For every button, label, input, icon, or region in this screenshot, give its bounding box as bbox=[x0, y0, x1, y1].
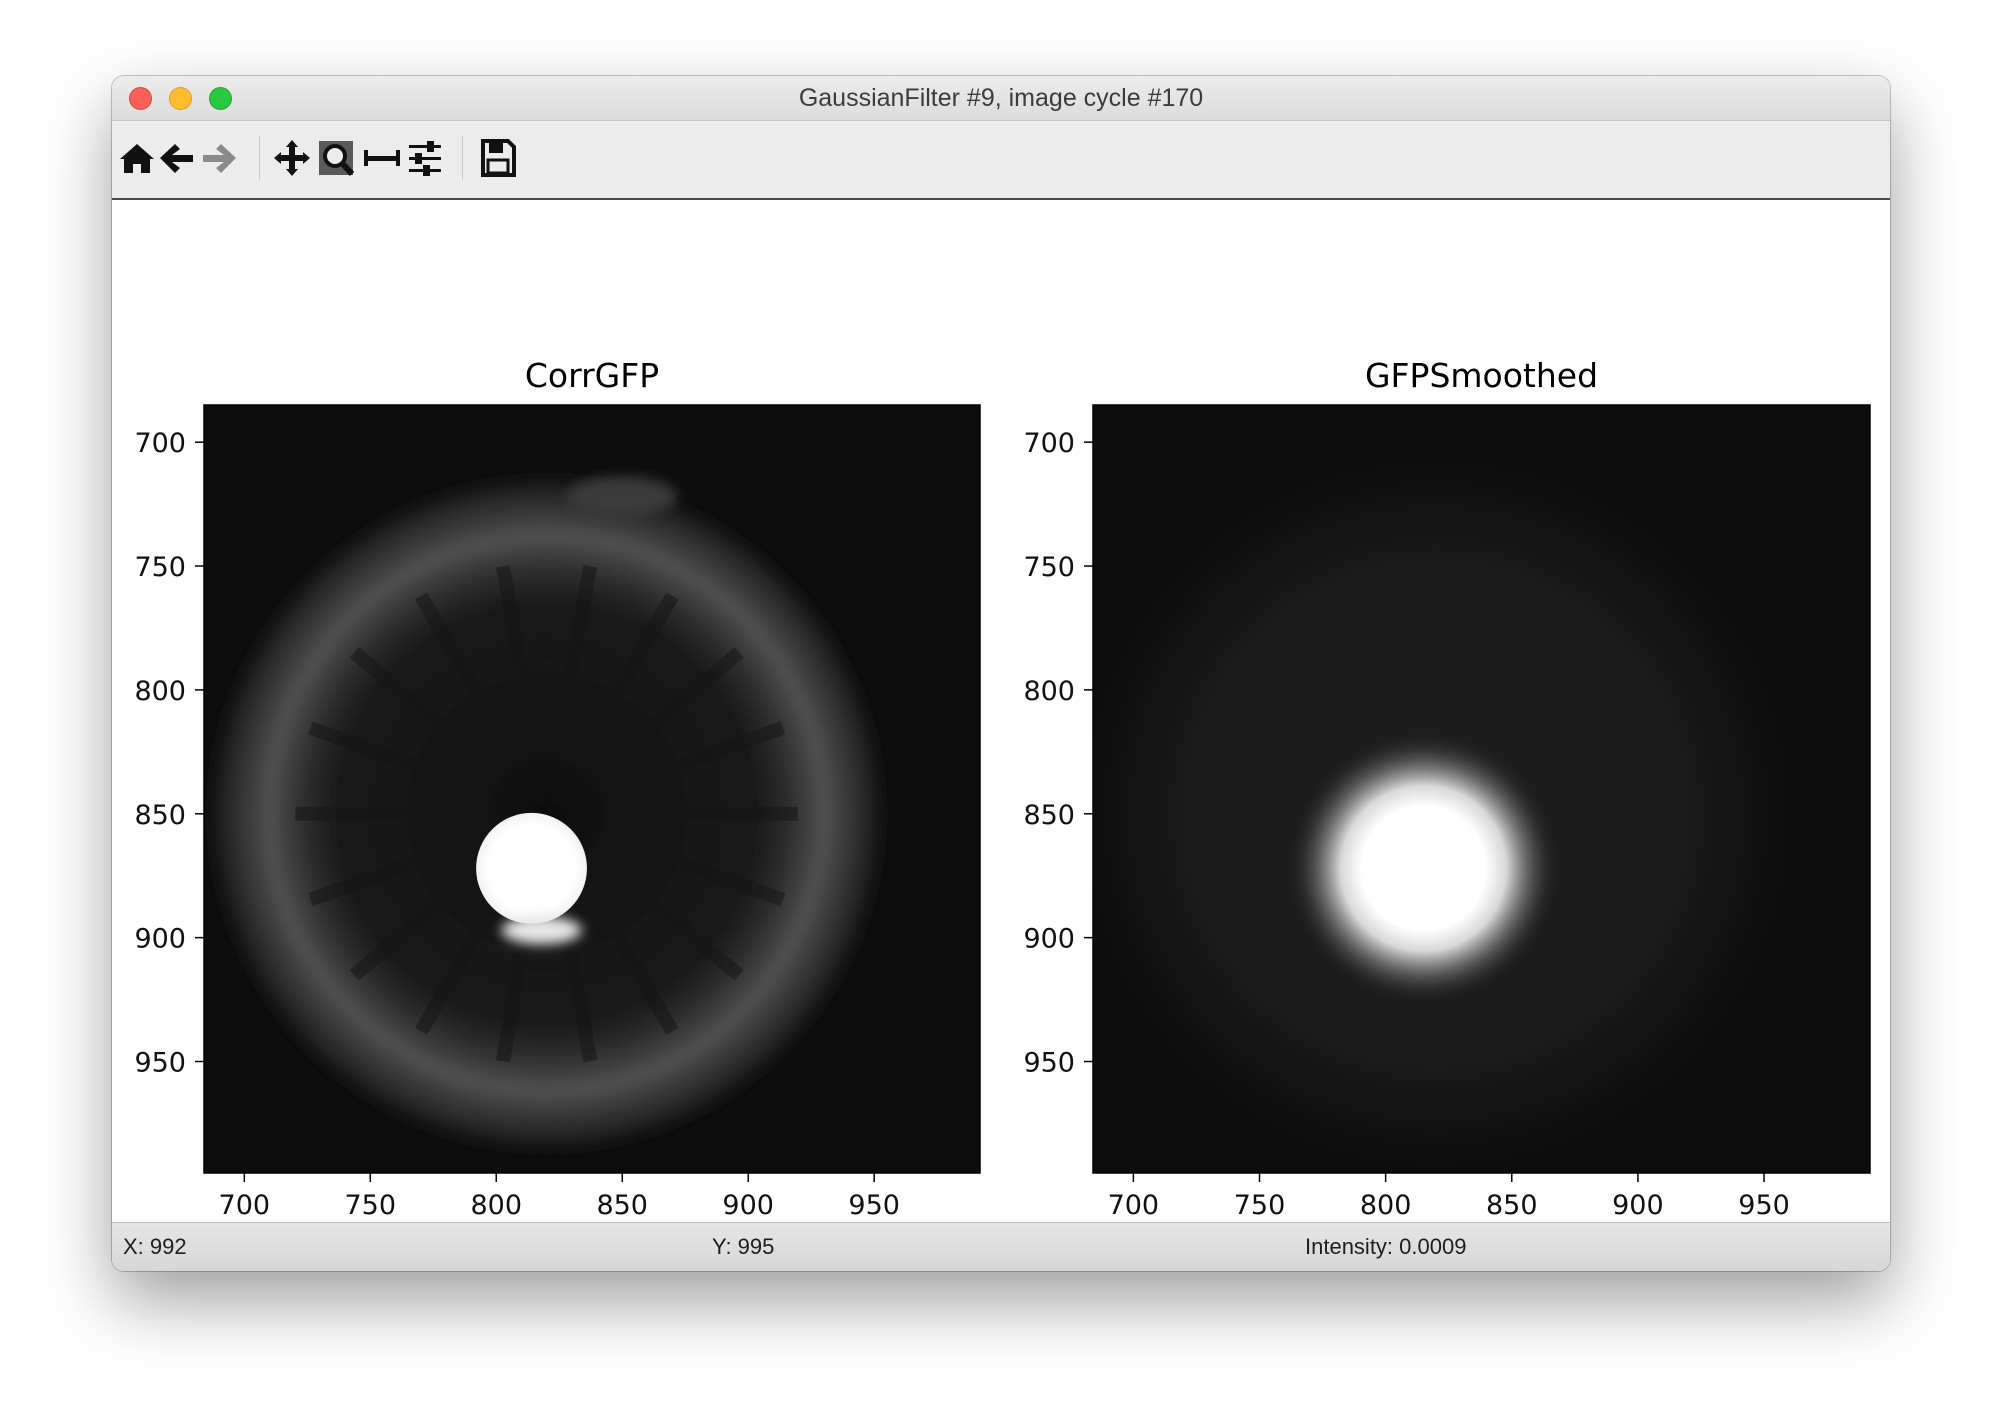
image-axes[interactable]: GFPSmoothed 700 750 800 850 900 950 700 750 800 85… bbox=[1023, 356, 1871, 1221]
y-tick-label: 900 bbox=[1023, 924, 1075, 955]
figure-svg[interactable]: CorrGFP 700 750 800 850 900 950 700 750 800 850 900… bbox=[112, 200, 1890, 1271]
toolbar-separator bbox=[259, 136, 260, 180]
move-icon bbox=[274, 140, 310, 176]
spoke-shadow bbox=[606, 924, 679, 1035]
spoke-shadow bbox=[496, 942, 531, 1063]
title-bar: GaussianFilter #9, image cycle #170 bbox=[112, 76, 1890, 121]
image-content bbox=[204, 405, 980, 1173]
spoke-shadow bbox=[667, 852, 786, 907]
subplots-button[interactable] bbox=[359, 135, 405, 181]
status-intensity: Intensity: 0.0009 bbox=[1305, 1234, 1467, 1259]
spoke-shadow bbox=[562, 565, 598, 686]
y-tick-label: 750 bbox=[1023, 552, 1075, 583]
status-x-coordinate: X: 992 bbox=[123, 1234, 187, 1259]
spoke-shadow bbox=[308, 721, 426, 776]
x-tick-label: 750 bbox=[1234, 1190, 1286, 1221]
home-button[interactable] bbox=[114, 135, 160, 181]
arrow-right-icon bbox=[203, 144, 236, 173]
axes-frame bbox=[203, 404, 981, 1174]
sliders-icon bbox=[409, 141, 441, 176]
arrow-left-icon bbox=[160, 144, 193, 173]
x-tick-label: 750 bbox=[345, 1190, 397, 1221]
y-tick-label: 850 bbox=[134, 800, 186, 831]
y-tick-label: 900 bbox=[134, 924, 186, 955]
close-window-button[interactable] bbox=[129, 87, 152, 110]
x-tick-label: 850 bbox=[596, 1190, 648, 1221]
minimize-window-button[interactable] bbox=[169, 87, 192, 110]
save-icon bbox=[481, 139, 516, 177]
navigation-toolbar bbox=[112, 121, 1890, 200]
home-icon bbox=[120, 144, 154, 173]
x-tick-label: 950 bbox=[848, 1190, 900, 1221]
zoom-button[interactable] bbox=[313, 135, 359, 181]
axes-title: CorrGFP bbox=[525, 356, 659, 395]
customize-button[interactable] bbox=[402, 135, 448, 181]
y-tick-label: 700 bbox=[1023, 428, 1075, 459]
spoke-shadow bbox=[667, 721, 786, 776]
faint-blob bbox=[567, 476, 678, 517]
toolbar-separator bbox=[462, 136, 463, 180]
figure-canvas[interactable]: CorrGFP 700 750 800 850 900 950 700 750 800 850 900… bbox=[112, 200, 1890, 1271]
maximize-window-button[interactable] bbox=[209, 87, 232, 110]
window-title: GaussianFilter #9, image cycle #170 bbox=[798, 84, 1204, 112]
spoke-shadow bbox=[349, 646, 451, 735]
status-bar: X: 992 Y: 995 Intensity: 0.0009 bbox=[112, 1222, 1890, 1271]
spoke-shadow bbox=[642, 893, 744, 981]
back-button[interactable] bbox=[153, 135, 199, 181]
app-window: GaussianFilter #9, image cycle #170 bbox=[112, 76, 1890, 1271]
bright-streak bbox=[501, 916, 582, 945]
image-content bbox=[1093, 405, 1870, 1173]
zoom-rect-icon bbox=[319, 141, 355, 177]
spoke-shadow bbox=[496, 565, 531, 686]
x-tick-label: 800 bbox=[470, 1190, 522, 1221]
x-tick-label: 700 bbox=[219, 1190, 271, 1221]
axes-frame bbox=[1092, 404, 1871, 1174]
spoke-shadow bbox=[562, 942, 598, 1063]
save-button[interactable] bbox=[474, 135, 520, 181]
bright-spot bbox=[476, 812, 587, 924]
halo-ring bbox=[204, 466, 894, 1161]
status-y-coordinate: Y: 995 bbox=[712, 1234, 775, 1259]
x-tick-label: 800 bbox=[1360, 1190, 1412, 1221]
forward-button[interactable] bbox=[197, 135, 243, 181]
spoke-shadow bbox=[414, 592, 487, 704]
y-tick-label: 700 bbox=[134, 428, 186, 459]
y-tick-label: 800 bbox=[134, 676, 186, 707]
y-tick-label: 850 bbox=[1023, 800, 1075, 831]
x-tick-label: 900 bbox=[1612, 1190, 1664, 1221]
axes-title: GFPSmoothed bbox=[1365, 356, 1598, 395]
y-tick-label: 950 bbox=[1023, 1048, 1075, 1079]
spoke-shadow bbox=[414, 924, 487, 1035]
spoke-shadow bbox=[642, 646, 744, 735]
spoke-shadow bbox=[606, 592, 679, 704]
image-axes[interactable]: CorrGFP 700 750 800 850 900 950 700 750 800 850 900… bbox=[134, 356, 981, 1221]
x-tick-label: 950 bbox=[1738, 1190, 1790, 1221]
bright-spot bbox=[1285, 730, 1562, 1007]
subplots-icon bbox=[364, 150, 400, 166]
spoke-shadow bbox=[349, 893, 451, 981]
pan-button[interactable] bbox=[269, 135, 315, 181]
spoke-shadow bbox=[308, 852, 426, 907]
x-tick-label: 850 bbox=[1486, 1190, 1538, 1221]
x-tick-label: 900 bbox=[722, 1190, 774, 1221]
y-tick-label: 750 bbox=[134, 552, 186, 583]
x-tick-label: 700 bbox=[1108, 1190, 1160, 1221]
y-tick-label: 950 bbox=[134, 1048, 186, 1079]
y-tick-label: 800 bbox=[1023, 676, 1075, 707]
